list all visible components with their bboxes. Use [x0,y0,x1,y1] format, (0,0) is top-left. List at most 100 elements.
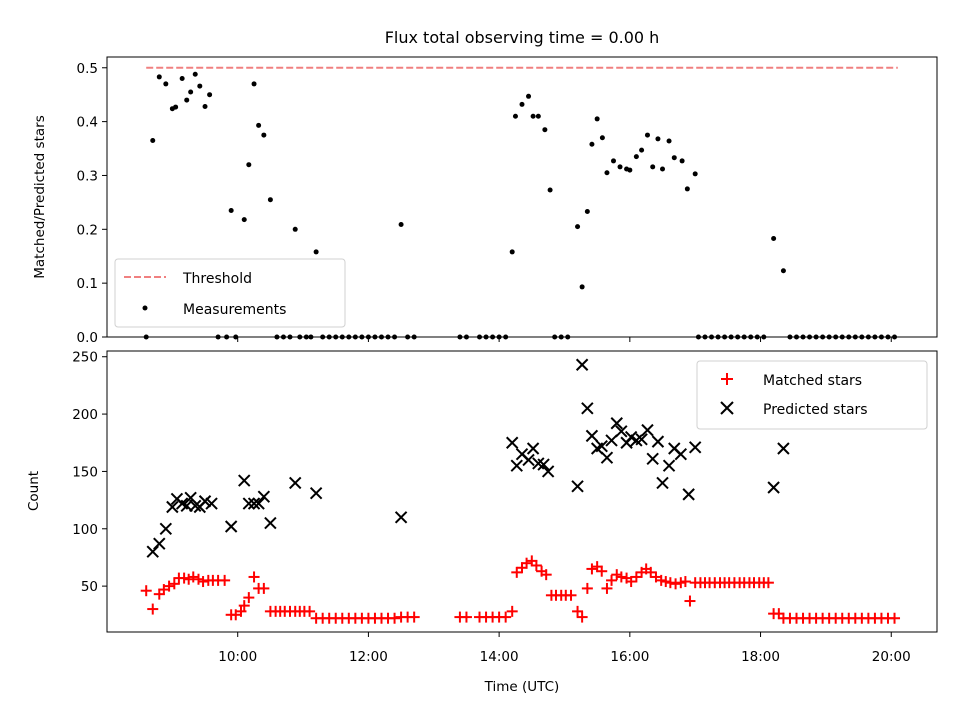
measurement-point [655,136,661,142]
ratio-panel-ylabel: Matched/Predicted stars [32,115,48,278]
measurement-point [679,158,685,164]
measurement-point [150,137,156,143]
measurement-point [267,197,273,203]
predicted-point [505,436,519,449]
matched-point [219,574,231,586]
measurement-point [575,224,581,230]
count-ytick-label: 50 [81,579,98,595]
matched-point [238,600,250,612]
legend-measurements-swatch [142,305,148,311]
matched-point [506,605,518,617]
matched-point [684,595,696,607]
ratio-ytick-label: 0.5 [77,61,98,77]
predicted-point [510,459,523,472]
measurement-point [184,97,190,103]
measurement-point [542,127,548,133]
measurement-point [666,138,672,144]
matched-point [500,611,512,623]
count-panel-xlabel: Time (UTC) [484,679,560,695]
measurement-point [228,207,234,213]
measurement-point [292,226,298,232]
measurement-point [579,284,585,290]
measurement-point [251,81,257,87]
legend-matched-label: Matched stars [763,373,862,389]
matched-point [601,582,613,594]
predicted-point [610,417,623,430]
ratio-ytick-label: 0.4 [77,115,98,131]
measurement-point [313,249,319,255]
count-legend: Matched stars Predicted stars [696,360,928,430]
matched-point [408,611,420,623]
measurement-point [197,83,203,89]
measurement-point [604,170,610,176]
predicted-point [541,465,555,478]
measurement-point [156,74,162,80]
predicted-point [252,497,265,510]
measurement-point [192,71,198,77]
matched-point [679,576,691,588]
predicted-point [688,441,702,454]
matched-point [572,605,584,617]
ratio-ytick-label: 0.0 [77,330,98,346]
count-legend-box [696,360,928,430]
predicted-point [238,474,251,487]
matched-point [248,571,260,583]
measurement-point [627,167,633,173]
ratio-panel-frame [106,56,938,338]
matched-point [670,578,682,590]
predicted-point [289,476,302,490]
matched-point [615,571,627,583]
count-panel-frame [106,350,938,633]
count-xtick-label: 12:00 [349,649,388,665]
measurement-point [684,186,690,192]
predicted-point [198,495,212,508]
predicted-point [264,516,277,530]
measurement-point [526,93,532,99]
predicted-point [605,434,618,447]
measurement-point [650,164,656,170]
count-ytick-label: 200 [72,407,98,423]
predicted-point [242,497,256,510]
measurement-point [599,135,605,141]
predicted-point [662,459,676,472]
predicted-point [166,500,179,514]
measurement-point [179,76,185,82]
ratio-ytick-label: 0.2 [77,222,98,238]
predicted-point [595,439,608,453]
predicted-point [153,537,166,550]
count-ytick-label: 250 [72,350,98,366]
matched-point [140,585,152,597]
measurement-point [633,154,639,160]
measurement-point [692,171,698,177]
measurement-point [594,116,600,122]
matched-point [576,611,588,623]
predicted-point [646,452,659,466]
measurement-point [771,235,777,241]
matched-point [168,578,180,590]
predicted-point [537,458,550,471]
predicted-point [635,433,648,446]
matched-point [235,605,247,617]
count-xtick-label: 14:00 [480,649,519,665]
predicted-point [571,480,584,493]
count-xtick-label: 20:00 [872,649,911,665]
measurement-point [173,104,179,110]
legend-measurements-label: Measurements [183,302,286,318]
matched-point [389,612,401,624]
predicted-point [600,451,614,464]
count-panel-ylabel: Count [26,471,42,511]
measurement-point [512,113,518,119]
measurement-point [530,113,536,119]
measurement-point [660,166,666,172]
matched-point [606,574,618,586]
predicted-point [641,423,654,437]
predicted-point [394,511,408,524]
legend-predicted-label: Predicted stars [763,402,868,418]
matched-point [460,611,472,623]
legend-threshold-label: Threshold [182,271,252,287]
measurement-point [671,155,677,161]
matched-point [540,569,552,581]
matched-point [762,577,774,589]
predicted-point [777,442,790,455]
measurement-point [509,249,515,255]
